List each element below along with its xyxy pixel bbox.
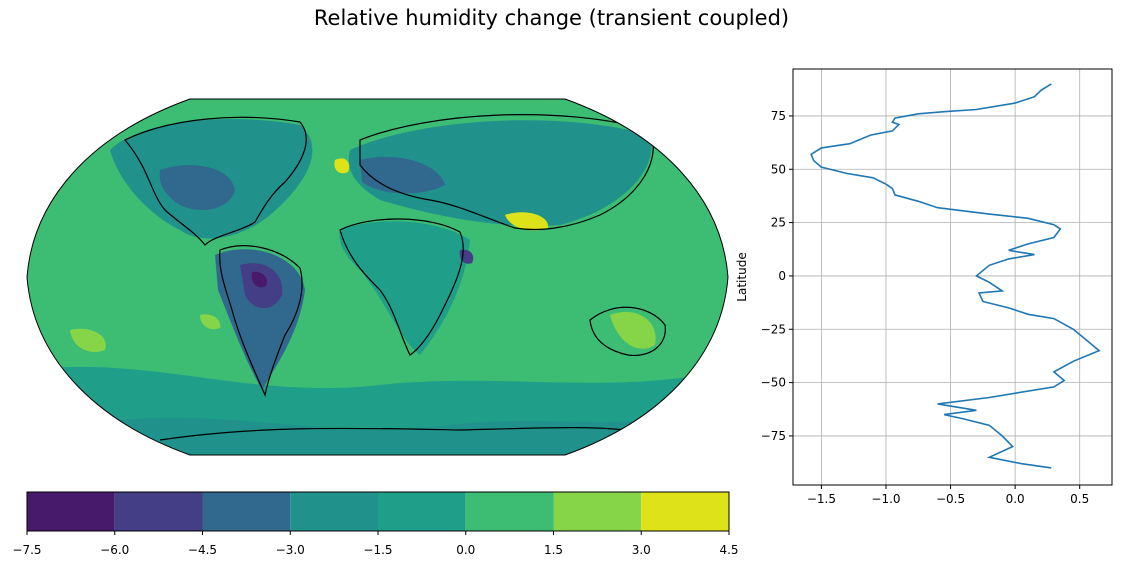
profile-xtick-label: 0.5 (1070, 492, 1089, 506)
colorbar-tick-label: −6.0 (100, 543, 129, 557)
profile-series-line (810, 83, 1101, 469)
colorbar: −7.5 −6.0 −4.5 −3.0 −1.5 0.0 1.5 3.0 4.5 (12, 491, 739, 557)
colorbar-segment (202, 492, 291, 531)
humidity-field (27, 99, 728, 455)
coastlines (124, 114, 666, 441)
profile-xtick-label: −1.5 (807, 492, 836, 506)
field-patch-pacific (70, 328, 106, 352)
colorbar-tick-label: 4.5 (719, 543, 738, 557)
profile-ytick-label: 75 (771, 109, 786, 123)
profile-ytick-label: −50 (761, 376, 786, 390)
profile-ylabel: Latitude (735, 252, 749, 301)
profile-ytick-label: −25 (761, 322, 786, 336)
profile-ytick-label: 0 (778, 269, 786, 283)
profile-xtick-label: −0.5 (936, 492, 965, 506)
colorbar-segment (27, 492, 115, 531)
field-patch-east-pacific (200, 314, 221, 330)
colorbar-tick-label: 0.0 (456, 543, 475, 557)
map-boundary (26, 98, 729, 456)
field-south-america (215, 249, 305, 390)
field-patch-atlantic (334, 158, 350, 174)
map-panel (26, 98, 729, 456)
profile-ytick-label: 50 (771, 162, 786, 176)
profile-axes-frame (792, 68, 1113, 486)
profile-xtick-label: 0.0 (1006, 492, 1025, 506)
field-patch-australia (610, 311, 656, 349)
figure-title: Relative humidity change (transient coup… (313, 6, 790, 30)
field-patch-arabia (505, 212, 549, 231)
colorbar-tick-label: −1.5 (363, 543, 392, 557)
colorbar-segment (465, 492, 554, 531)
colorbar-tick-label: −4.5 (188, 543, 217, 557)
colorbar-tick-label: −7.5 (12, 543, 41, 557)
field-africa (339, 221, 470, 355)
profile-panel: −1.5 −1.0 −0.5 0.0 0.5 75 50 25 0 −25 −50 −75 Latit… (735, 68, 1113, 506)
field-amazon-core (251, 271, 268, 288)
colorbar-tick-label: −3.0 (276, 543, 305, 557)
colorbar-segment (378, 492, 466, 531)
colorbar-tick-label: 3.0 (632, 543, 651, 557)
profile-ytick-label: −75 (761, 429, 786, 443)
colorbar-segment (290, 492, 378, 531)
profile-ytick-label: 25 (771, 216, 786, 230)
colorbar-tick-label: 1.5 (544, 543, 563, 557)
field-north-america-dry (159, 165, 235, 210)
colorbar-segment (641, 492, 729, 531)
colorbar-segment (553, 492, 642, 531)
colorbar-segment (114, 492, 203, 531)
profile-xtick-label: −1.0 (871, 492, 900, 506)
